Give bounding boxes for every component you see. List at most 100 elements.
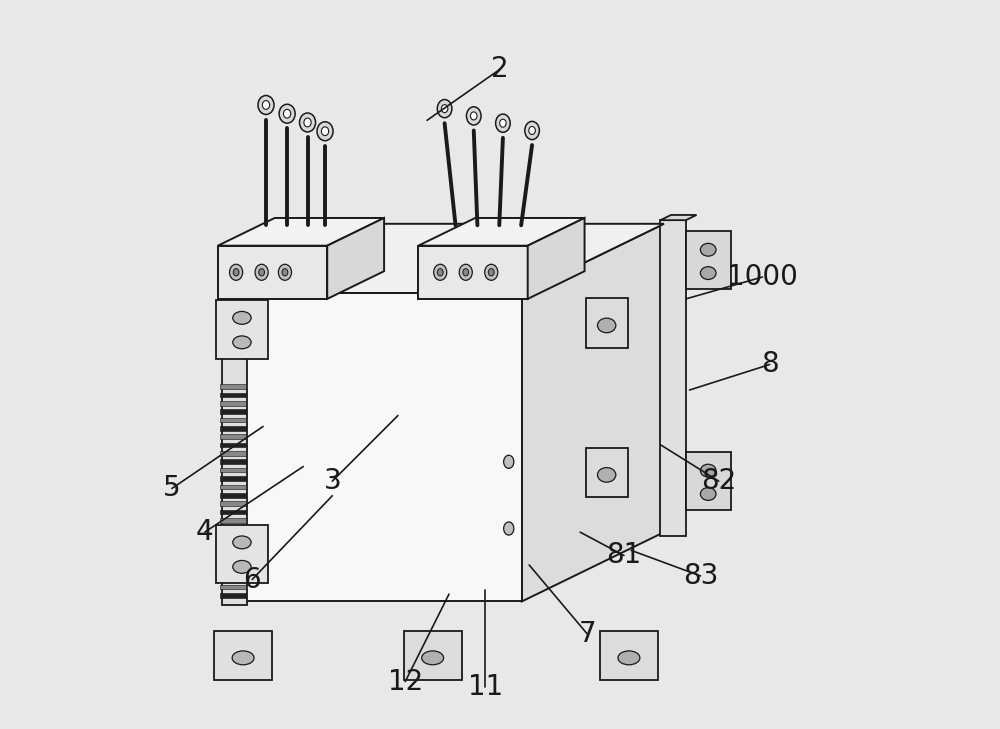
Polygon shape (220, 543, 246, 547)
Ellipse shape (422, 651, 444, 665)
Ellipse shape (437, 268, 443, 276)
Polygon shape (243, 224, 664, 293)
Text: 82: 82 (701, 467, 736, 495)
Ellipse shape (279, 104, 295, 123)
Polygon shape (686, 452, 731, 510)
Ellipse shape (618, 651, 640, 665)
Text: 7: 7 (579, 620, 596, 648)
Polygon shape (600, 631, 658, 680)
Polygon shape (586, 298, 628, 348)
Ellipse shape (321, 127, 329, 136)
Ellipse shape (529, 127, 535, 134)
Ellipse shape (488, 268, 494, 276)
Ellipse shape (283, 109, 291, 118)
Polygon shape (220, 502, 246, 506)
Polygon shape (220, 459, 246, 464)
Polygon shape (220, 476, 246, 481)
Polygon shape (220, 551, 246, 556)
Ellipse shape (259, 268, 265, 276)
Polygon shape (220, 393, 246, 397)
Polygon shape (220, 468, 246, 472)
Ellipse shape (597, 467, 616, 482)
Ellipse shape (700, 267, 716, 279)
Text: 2: 2 (491, 55, 509, 83)
Polygon shape (220, 585, 246, 590)
Polygon shape (660, 220, 686, 536)
Ellipse shape (233, 561, 251, 573)
Text: 83: 83 (683, 562, 718, 590)
Ellipse shape (255, 264, 268, 280)
Ellipse shape (485, 264, 498, 280)
Polygon shape (220, 434, 246, 439)
Polygon shape (522, 224, 664, 601)
Text: 1000: 1000 (727, 263, 798, 291)
Polygon shape (220, 443, 246, 448)
Polygon shape (222, 281, 265, 289)
Ellipse shape (278, 264, 292, 280)
Ellipse shape (233, 268, 239, 276)
Ellipse shape (282, 268, 288, 276)
Polygon shape (220, 401, 246, 405)
Ellipse shape (504, 456, 514, 469)
Polygon shape (243, 293, 522, 601)
Polygon shape (327, 218, 384, 299)
Ellipse shape (441, 105, 448, 113)
Ellipse shape (262, 101, 270, 109)
Polygon shape (220, 426, 246, 431)
Ellipse shape (597, 318, 616, 332)
Polygon shape (418, 218, 585, 246)
Ellipse shape (700, 243, 716, 256)
Polygon shape (220, 593, 246, 598)
Ellipse shape (233, 536, 251, 549)
Polygon shape (220, 534, 246, 539)
Ellipse shape (233, 311, 251, 324)
Polygon shape (220, 568, 246, 573)
Ellipse shape (437, 100, 452, 117)
Text: 8: 8 (761, 351, 779, 378)
Text: 12: 12 (388, 668, 423, 695)
Ellipse shape (466, 107, 481, 125)
Polygon shape (404, 631, 462, 680)
Ellipse shape (434, 264, 447, 280)
Polygon shape (660, 215, 697, 220)
Ellipse shape (525, 122, 539, 140)
Polygon shape (220, 577, 246, 581)
Ellipse shape (470, 112, 477, 120)
Text: 6: 6 (243, 566, 261, 593)
Polygon shape (218, 218, 384, 246)
Ellipse shape (504, 522, 514, 535)
Polygon shape (218, 246, 327, 299)
Ellipse shape (258, 95, 274, 114)
Ellipse shape (304, 118, 311, 127)
Polygon shape (686, 231, 731, 289)
Polygon shape (220, 526, 246, 531)
Text: 3: 3 (323, 467, 341, 495)
Ellipse shape (230, 264, 243, 280)
Polygon shape (220, 493, 246, 497)
Polygon shape (216, 525, 268, 583)
Ellipse shape (700, 464, 716, 477)
Ellipse shape (300, 113, 316, 132)
Text: 81: 81 (606, 542, 642, 569)
Ellipse shape (459, 264, 472, 280)
Polygon shape (220, 384, 246, 389)
Polygon shape (220, 410, 246, 414)
Polygon shape (220, 418, 246, 422)
Ellipse shape (496, 114, 510, 132)
Ellipse shape (232, 651, 254, 665)
Polygon shape (220, 485, 246, 489)
Polygon shape (220, 518, 246, 523)
Text: 4: 4 (196, 518, 214, 546)
Polygon shape (418, 246, 528, 299)
Ellipse shape (317, 122, 333, 141)
Polygon shape (528, 218, 585, 299)
Polygon shape (220, 451, 246, 456)
Polygon shape (586, 448, 628, 497)
Polygon shape (220, 510, 246, 514)
Text: 11: 11 (468, 673, 503, 701)
Ellipse shape (463, 268, 469, 276)
Ellipse shape (233, 336, 251, 348)
Text: 5: 5 (163, 475, 181, 502)
Polygon shape (214, 631, 272, 680)
Polygon shape (222, 289, 247, 605)
